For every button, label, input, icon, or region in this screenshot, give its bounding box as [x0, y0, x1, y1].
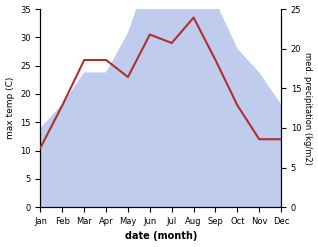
Y-axis label: med. precipitation (kg/m2): med. precipitation (kg/m2) — [303, 52, 313, 165]
X-axis label: date (month): date (month) — [125, 231, 197, 242]
Y-axis label: max temp (C): max temp (C) — [5, 77, 15, 139]
